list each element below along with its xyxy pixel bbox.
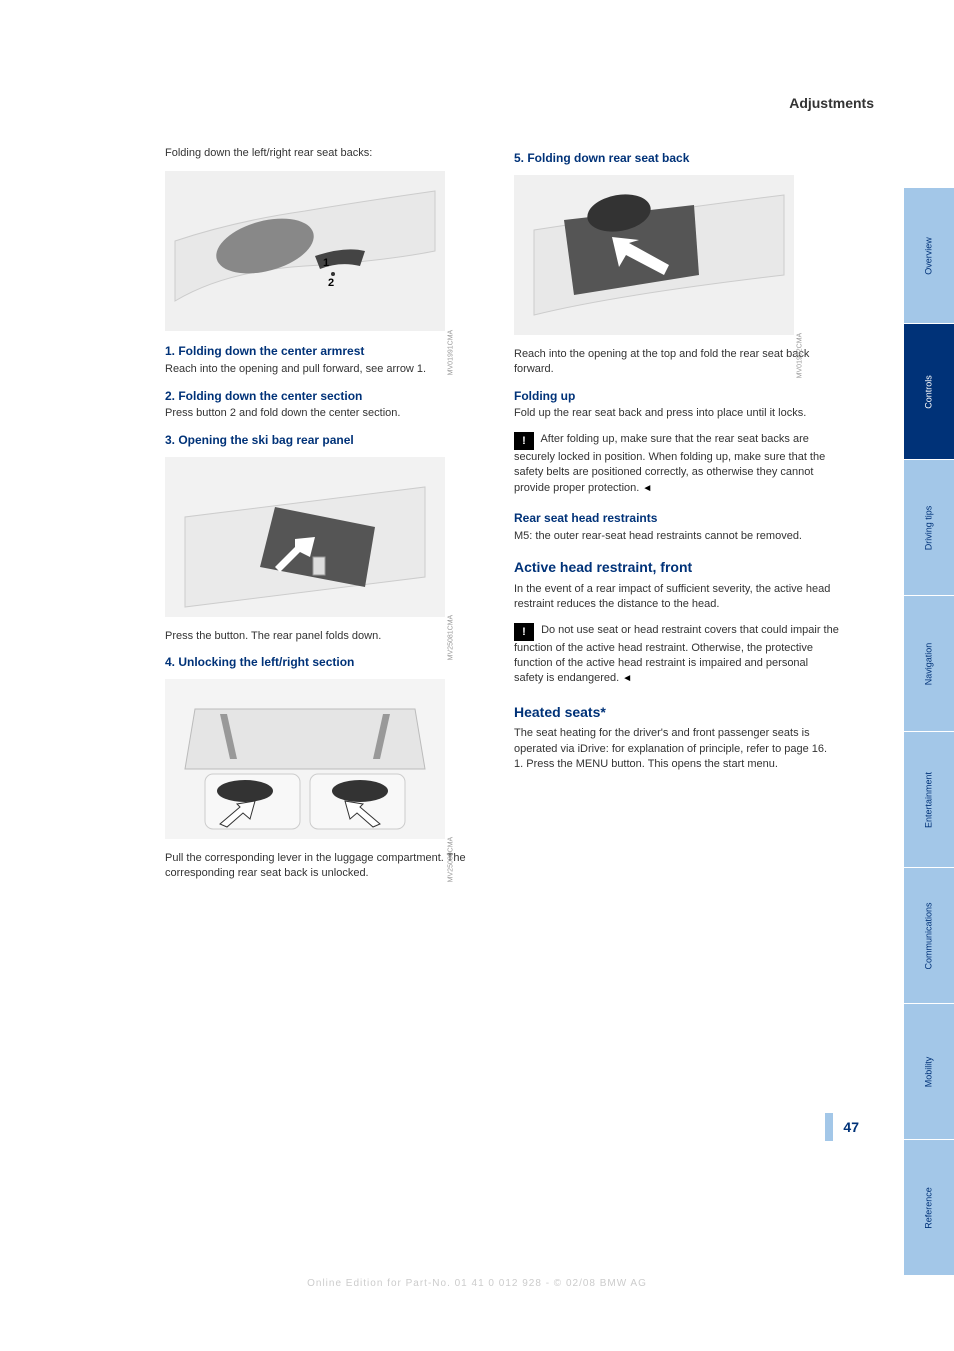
active-title: Active head restraint, front: [514, 558, 839, 578]
rear-head-body: M5: the outer rear-seat head restraints …: [514, 529, 839, 544]
active-body: In the event of a rear impact of suffici…: [514, 582, 839, 613]
step1-body: Reach into the opening and pull forward,…: [165, 362, 490, 377]
tab-driving-tips[interactable]: Driving tips: [904, 460, 954, 596]
tab-label: Controls: [923, 375, 936, 409]
warning-icon: [514, 432, 534, 450]
tab-label: Entertainment: [923, 771, 936, 827]
caution-text-2: Do not use seat or head restraint covers…: [514, 624, 839, 685]
step1-title: 1. Folding down the center armrest: [165, 343, 490, 360]
figure-code3: MV25080CMA: [447, 837, 457, 883]
caution-block-1: After folding up, make sure that the rea…: [514, 432, 839, 496]
page-header: Adjustments: [0, 94, 874, 114]
figure-code: MV01991CMA: [447, 329, 457, 375]
tab-label: Driving tips: [923, 505, 936, 550]
step2-body: Press button 2 and fold down the center …: [165, 406, 490, 421]
folding-up-title: Folding up: [514, 388, 839, 405]
step2-title: 2. Folding down the center section: [165, 388, 490, 405]
tab-label: Navigation: [923, 642, 936, 685]
tab-controls[interactable]: Controls: [904, 324, 954, 460]
content-area: Folding down the left/right rear seat ba…: [165, 146, 839, 892]
caution-text-1: After folding up, make sure that the rea…: [514, 433, 825, 494]
left-column: Folding down the left/right rear seat ba…: [165, 146, 490, 892]
figure-unlock: MV25080CMA: [165, 679, 445, 839]
rear-head-title: Rear seat head restraints: [514, 510, 839, 527]
step4-title: 4. Unlocking the left/right section: [165, 654, 490, 671]
tab-label: Mobility: [923, 1056, 936, 1087]
tab-communications[interactable]: Communications: [904, 868, 954, 1004]
warning-icon-2: [514, 623, 534, 641]
edition-footer: Online Edition for Part-No. 01 41 0 012 …: [0, 1277, 954, 1291]
step3-title: 3. Opening the ski bag rear panel: [165, 432, 490, 449]
figure-fold-back: MV01992CMA: [514, 175, 794, 335]
heating-body: The seat heating for the driver's and fr…: [514, 726, 839, 772]
folding-up-body: Fold up the rear seat back and press int…: [514, 406, 839, 421]
svg-text:1: 1: [323, 257, 329, 269]
tab-reference[interactable]: Reference: [904, 1140, 954, 1276]
intro-text: Folding down the left/right rear seat ba…: [165, 146, 490, 161]
step3-body: Press the button. The rear panel folds d…: [165, 629, 490, 644]
tab-navigation[interactable]: Navigation: [904, 596, 954, 732]
svg-text:2: 2: [328, 277, 334, 289]
heating-title: Heated seats*: [514, 703, 839, 723]
tab-label: Communications: [923, 902, 936, 969]
tab-overview[interactable]: Overview: [904, 188, 954, 324]
ref-arrow-icon: ◄: [642, 482, 652, 496]
ref-arrow-icon-2: ◄: [622, 672, 632, 686]
tab-label: Reference: [923, 1187, 936, 1229]
step5-body: Reach into the opening at the top and fo…: [514, 347, 839, 378]
right-column: 5. Folding down rear seat back MV01992CM…: [514, 146, 839, 892]
sidebar-tabs: Overview Controls Driving tips Navigatio…: [904, 188, 954, 1276]
figure-code2: MV25081CMA: [447, 615, 457, 661]
tab-entertainment[interactable]: Entertainment: [904, 732, 954, 868]
figure-armrest: 1 2 MV01991CMA: [165, 171, 445, 331]
step4-body: Pull the corresponding lever in the lugg…: [165, 851, 490, 882]
figure-skibag: MV25081CMA: [165, 457, 445, 617]
caution-block-2: Do not use seat or head restraint covers…: [514, 623, 839, 687]
step5-title: 5. Folding down rear seat back: [514, 150, 839, 167]
tab-label: Overview: [923, 237, 936, 275]
tab-mobility[interactable]: Mobility: [904, 1004, 954, 1140]
page-number: 47: [825, 1113, 859, 1141]
figure-code4: MV01992CMA: [796, 333, 806, 379]
